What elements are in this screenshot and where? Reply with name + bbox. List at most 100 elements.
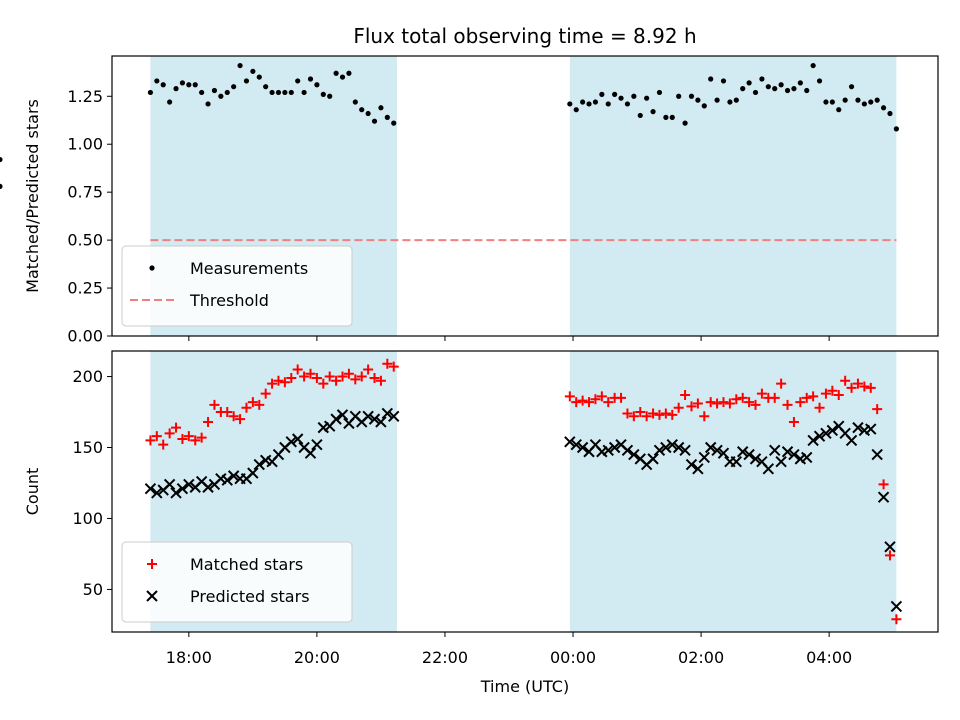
data-point <box>263 84 269 90</box>
data-point <box>772 86 778 92</box>
data-point <box>795 397 806 408</box>
data-point <box>823 99 829 105</box>
data-point <box>656 89 663 96</box>
plot-frame <box>111 55 939 337</box>
data-point <box>295 78 301 84</box>
data-point <box>378 105 384 111</box>
data-point <box>746 80 752 86</box>
legend: Matched stars Predicted stars <box>121 541 353 623</box>
data-point <box>179 80 186 86</box>
x-tick-label: 04:00 <box>806 648 852 667</box>
data-point <box>173 86 179 92</box>
data-point <box>371 118 378 124</box>
data-point <box>877 491 890 503</box>
data-point <box>628 448 640 461</box>
data-point <box>151 487 163 499</box>
data-point <box>320 91 326 97</box>
data-point <box>256 74 262 80</box>
legend-label: Matched stars <box>190 555 303 574</box>
data-point <box>717 447 730 459</box>
data-point <box>673 402 684 413</box>
y-tick-label: 100 <box>72 509 103 528</box>
data-point <box>816 78 823 84</box>
data-point <box>314 82 320 88</box>
data-point <box>865 382 876 393</box>
data-point <box>250 68 256 74</box>
data-point <box>654 409 665 420</box>
data-point <box>375 375 386 386</box>
data-point <box>608 441 621 454</box>
data-point <box>235 414 246 425</box>
data-point <box>192 82 198 88</box>
data-point <box>635 407 646 418</box>
y-tick-label: 200 <box>72 367 103 386</box>
data-point <box>650 109 656 115</box>
data-point <box>781 446 794 458</box>
data-point <box>621 444 634 457</box>
data-point <box>176 482 189 495</box>
x-axis-ticks: 18:00 20:00 22:00 00:00 02:00 04:00 <box>166 648 852 667</box>
data-point <box>788 416 799 427</box>
data-point <box>775 455 787 468</box>
data-point <box>170 487 182 499</box>
data-point <box>759 76 765 82</box>
legend-marker <box>149 265 155 271</box>
data-point <box>743 448 755 461</box>
data-point <box>865 423 877 435</box>
data-point <box>833 389 844 400</box>
ratio-panel: 0.00 0.25 0.50 0.75 1.00 1.25 Matched/Predicte… <box>0 55 939 346</box>
data-point <box>874 97 880 103</box>
data-point <box>388 361 399 372</box>
data-point <box>750 399 761 410</box>
data-point <box>237 62 243 69</box>
data-point <box>872 404 883 415</box>
data-point <box>599 91 605 97</box>
data-point <box>827 385 838 396</box>
data-point <box>846 382 857 393</box>
data-point <box>731 394 742 405</box>
x-tick-label: 02:00 <box>678 648 724 667</box>
data-point <box>845 434 858 447</box>
data-point <box>260 388 271 399</box>
x-tick-label: 18:00 <box>166 648 212 667</box>
data-point <box>352 99 358 105</box>
data-point <box>564 391 575 402</box>
data-point <box>704 441 717 454</box>
data-point <box>144 482 157 495</box>
data-point <box>343 368 354 379</box>
data-point <box>730 455 743 468</box>
data-point <box>820 427 832 440</box>
data-point <box>231 84 237 90</box>
data-point <box>884 550 895 561</box>
data-point <box>368 413 381 425</box>
data-point <box>301 89 307 96</box>
data-point <box>282 89 288 96</box>
data-point <box>586 101 592 107</box>
data-point <box>324 371 335 382</box>
data-point <box>209 399 220 410</box>
series-predicted-stars <box>144 407 903 613</box>
data-point <box>362 410 374 422</box>
data-point <box>622 408 633 419</box>
data-point <box>247 397 258 408</box>
y-tick-label: 1.00 <box>67 135 103 154</box>
data-point <box>346 70 352 76</box>
data-point <box>669 114 675 120</box>
data-point <box>616 392 627 403</box>
data-point <box>628 411 639 422</box>
data-point <box>603 397 614 408</box>
legend-label: Threshold <box>189 291 269 310</box>
data-point <box>698 451 710 464</box>
data-point <box>769 444 781 457</box>
data-point <box>667 409 678 420</box>
series-measurements <box>0 62 899 190</box>
data-point <box>363 364 374 375</box>
data-point <box>203 416 214 427</box>
data-point <box>624 101 631 107</box>
legend-label: Measurements <box>190 259 308 278</box>
data-point <box>571 397 582 408</box>
data-point <box>391 120 397 126</box>
data-point <box>712 398 723 409</box>
data-point <box>884 541 896 553</box>
data-point <box>330 413 342 425</box>
